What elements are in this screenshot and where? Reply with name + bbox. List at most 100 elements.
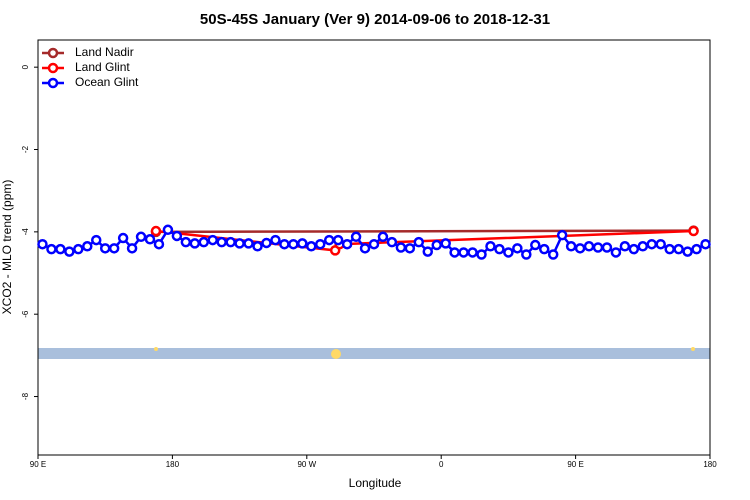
land-marker — [691, 347, 695, 351]
point — [162, 224, 174, 236]
point — [270, 234, 281, 246]
point — [37, 238, 48, 250]
x-tick-label: 90 E — [567, 460, 583, 469]
chart-title: 50S-45S January (Ver 9) 2014-09-06 to 20… — [200, 11, 550, 28]
legend-label: Ocean Glint — [75, 75, 139, 89]
point — [404, 243, 416, 254]
point — [82, 241, 93, 252]
land-ocean-band — [38, 348, 710, 359]
x-tick-label: 180 — [703, 460, 717, 469]
point — [547, 249, 559, 260]
point — [592, 242, 604, 253]
point — [574, 243, 586, 254]
point — [73, 243, 84, 255]
point — [395, 242, 407, 253]
point — [440, 238, 451, 249]
point — [117, 232, 129, 244]
point — [431, 239, 442, 251]
point — [341, 238, 353, 250]
point — [583, 241, 595, 252]
point — [556, 229, 568, 241]
x-tick-label: 90 E — [30, 460, 46, 469]
point — [171, 230, 183, 242]
point — [413, 236, 425, 248]
legend-label: Land Glint — [75, 60, 130, 74]
x-tick-label: 0 — [439, 460, 444, 469]
point — [216, 236, 227, 248]
point — [503, 247, 514, 258]
point — [64, 246, 75, 257]
point — [332, 234, 344, 246]
point — [512, 243, 523, 254]
point — [538, 243, 550, 255]
x-axis-label: Longitude — [349, 476, 402, 490]
point — [485, 241, 496, 252]
point — [646, 238, 658, 250]
y-tick-label: -8 — [21, 392, 30, 400]
point — [359, 243, 371, 254]
point — [55, 243, 66, 255]
point — [368, 238, 380, 250]
land-marker — [154, 347, 158, 351]
point — [323, 234, 335, 246]
point — [288, 238, 299, 250]
point — [530, 239, 541, 251]
point — [655, 238, 666, 250]
point — [144, 234, 156, 245]
point — [314, 238, 326, 250]
x-tick-label: 90 W — [297, 460, 316, 469]
point — [700, 238, 711, 250]
point — [180, 236, 192, 248]
point — [126, 243, 138, 254]
point — [565, 241, 577, 252]
point — [306, 241, 317, 252]
point — [682, 246, 693, 257]
y-axis-label: XCO2 - MLO trend (ppm) — [0, 180, 14, 315]
point — [610, 247, 622, 258]
point — [150, 225, 162, 237]
plot-frame — [37, 39, 711, 456]
point — [99, 243, 111, 254]
point — [467, 247, 478, 258]
land-marker — [331, 349, 341, 359]
point — [494, 243, 505, 255]
point — [108, 243, 120, 254]
y-tick-label: -4 — [21, 228, 30, 236]
legend-marker — [47, 77, 59, 89]
point — [135, 231, 147, 243]
point — [476, 249, 487, 260]
point — [458, 247, 469, 258]
point — [637, 241, 649, 252]
legend-marker — [47, 47, 59, 59]
y-tick-label: -6 — [21, 310, 30, 318]
point — [252, 241, 263, 252]
point — [619, 241, 631, 252]
point — [377, 231, 389, 243]
point — [386, 236, 398, 248]
point — [90, 234, 102, 246]
point — [46, 243, 57, 255]
legend-label: Land Nadir — [75, 45, 134, 59]
point — [664, 243, 675, 255]
point — [628, 243, 640, 255]
point — [688, 225, 699, 237]
y-tick-label: -2 — [21, 145, 30, 153]
point — [521, 249, 532, 260]
point — [422, 246, 434, 257]
point — [153, 238, 165, 250]
y-tick-label: 0 — [21, 64, 30, 69]
point — [601, 242, 613, 253]
point — [261, 237, 272, 249]
point — [243, 238, 254, 249]
point — [225, 236, 236, 248]
point — [198, 236, 210, 248]
point — [350, 231, 362, 243]
point — [449, 247, 460, 258]
point — [279, 238, 290, 250]
point — [207, 234, 218, 246]
point — [189, 238, 201, 249]
x-tick-label: 180 — [166, 460, 180, 469]
legend-marker — [47, 62, 59, 74]
point — [297, 238, 308, 249]
